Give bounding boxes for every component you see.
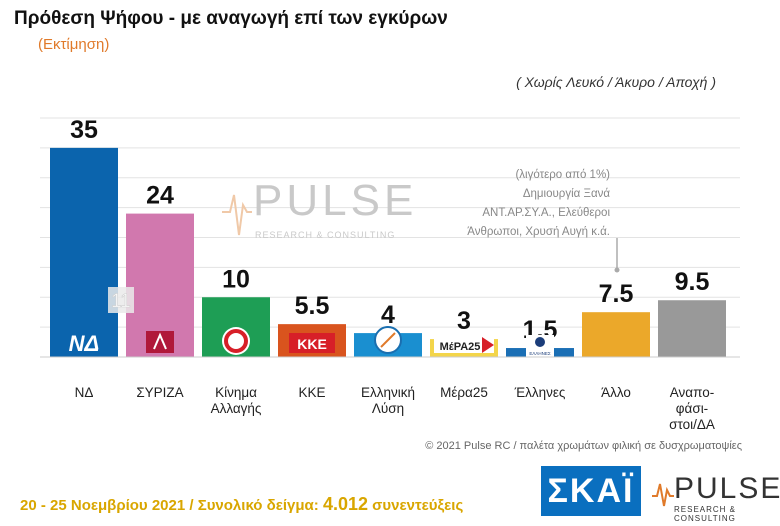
- category-label-8: φάσι-: [676, 401, 708, 416]
- other-annotation-line: ΑΝΤ.ΑΡ.ΣΥ.Α., Ελεύθεροι: [482, 207, 610, 219]
- mera25-logo-icon: [434, 337, 494, 353]
- pulse-logo-name: PULSE: [674, 472, 780, 505]
- pulse-logo: PULSE RESEARCH & CONSULTING: [652, 470, 780, 523]
- pulse-wave-icon: [652, 483, 674, 507]
- data-label-0: 35: [70, 116, 98, 144]
- category-label-1: ΣΥΡΙΖΑ: [136, 385, 183, 400]
- other-annotation-line: Δημιουργία Ξανά: [523, 188, 611, 200]
- nd-logo-icon: ΝΔ: [69, 331, 100, 356]
- syriza-logo-icon: [146, 331, 174, 353]
- exclusion-note: ( Χωρίς Λευκό / Άκυρο / Αποχή ): [516, 74, 716, 90]
- watermark-wave: [222, 194, 252, 236]
- mera25-logo-text: ΜέΡΑ25: [440, 341, 481, 353]
- kke-logo-icon: [289, 333, 335, 353]
- gap-annotation-label: 11: [111, 291, 131, 312]
- category-label-2: Αλλαγής: [211, 401, 262, 416]
- data-label-2: 10: [222, 265, 250, 293]
- pulse-logo-tag: RESEARCH & CONSULTING: [674, 505, 737, 523]
- data-label-5: 3: [457, 307, 471, 335]
- category-label-6: Έλληνες: [514, 385, 566, 400]
- elliniki-lysi-logo-needle: [380, 332, 396, 348]
- vote-intention-chart: PULSE RESEARCH & CONSULTING 35 ΝΔ ΝΔ 24 ΣΥΡΙΖΑ…: [40, 116, 740, 432]
- pasok-logo-ring: [224, 329, 248, 353]
- survey-info: 20 - 25 Νοεμβρίου 2021 / Συνολικό δείγμα…: [20, 494, 463, 515]
- category-label-5: Μέρα25: [440, 385, 488, 400]
- data-label-3: 5.5: [295, 292, 330, 320]
- data-label-1: 24: [146, 182, 174, 210]
- data-label-4: 4: [381, 301, 395, 329]
- ellines-logo-text: ΕΛΛΗΝΕΣ: [529, 351, 551, 356]
- syriza-logo-star: [153, 332, 167, 350]
- sample-suffix: συνεντεύξεις: [372, 497, 464, 514]
- copyright-note: © 2021 Pulse RC / παλέτα χρωμάτων φιλική…: [425, 440, 742, 452]
- kke-logo-text: ΚΚΕ: [297, 336, 327, 352]
- sample-size: 4.012: [322, 494, 368, 514]
- category-label-3: ΚΚΕ: [298, 385, 325, 400]
- data-label-7: 7.5: [599, 280, 634, 308]
- other-annotation-line: Άνθρωποι, Χρυσή Αυγή κ.ά.: [467, 226, 610, 238]
- chart-title: Πρόθεση Ψήφου - με αναγωγή επί των εγκύρ…: [14, 8, 448, 29]
- bar-8: [658, 300, 726, 357]
- skai-logo: ΣΚΑΪ: [541, 466, 641, 516]
- ellines-logo-emblem: [535, 337, 545, 347]
- data-label-8: 9.5: [675, 268, 710, 296]
- survey-dates: 20 - 25 Νοεμβρίου 2021 / Συνολικό δείγμα…: [20, 497, 319, 514]
- bar-7: [582, 312, 650, 357]
- other-annotation-dot: [614, 267, 620, 273]
- category-label-8: στοι/ΔΑ: [669, 417, 715, 432]
- chart-subtitle: (Εκτίμηση): [38, 36, 110, 53]
- mera25-logo-arrow: [482, 337, 494, 353]
- category-label-7: Άλλο: [601, 385, 631, 400]
- watermark-name: PULSE: [253, 176, 417, 225]
- watermark-tag: RESEARCH & CONSULTING: [255, 230, 395, 240]
- other-annotation-line: (λιγότερο από 1%): [515, 169, 610, 181]
- category-label-4: Λύση: [372, 401, 404, 416]
- bar-0: [50, 147, 118, 357]
- category-label-8: Αναπο-: [670, 385, 714, 400]
- category-label-4: Ελληνική: [361, 385, 415, 400]
- gap-annotation-box: [108, 287, 134, 313]
- category-label-0: ΝΔ: [75, 385, 94, 400]
- category-label-2: Κίνημα: [215, 385, 257, 400]
